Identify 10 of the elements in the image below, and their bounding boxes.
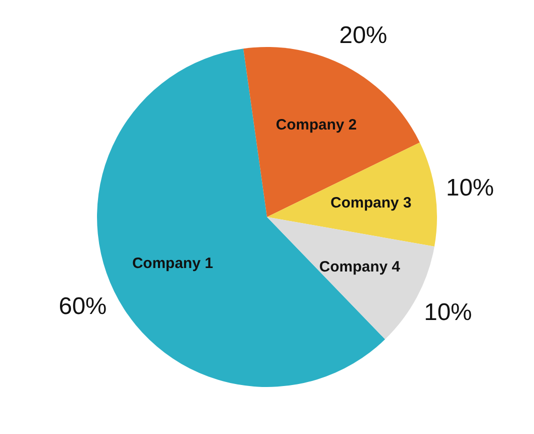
data-label: 10%: [446, 174, 494, 202]
pie-slice: [243, 47, 420, 217]
data-label: 60%: [58, 292, 107, 320]
slice-label: Company 2: [276, 116, 357, 134]
pie-slice: [267, 142, 437, 247]
data-label: 20%: [339, 22, 388, 49]
slice-label: Company 1: [132, 255, 214, 272]
data-label: 10%: [424, 299, 472, 326]
slice-label: Company 4: [319, 258, 401, 276]
slice-label: Company 3: [330, 194, 412, 212]
